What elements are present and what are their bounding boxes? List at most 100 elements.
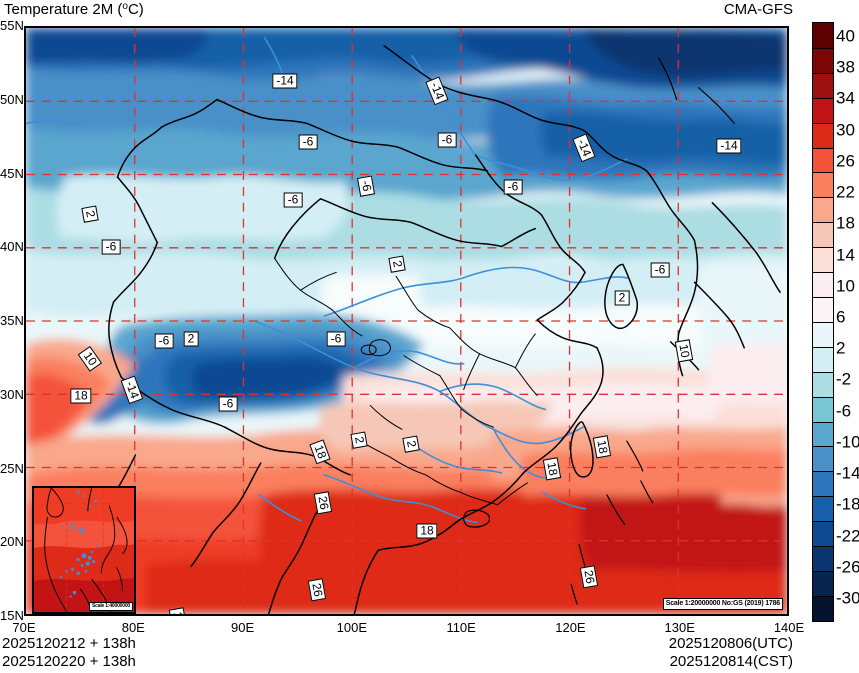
colorbar-tick: 34 [836, 88, 855, 108]
contour-label: 2 [402, 435, 420, 453]
latitude-label: 30N [0, 386, 24, 402]
page-title-unit: C) [127, 1, 144, 18]
colorbar-segment [813, 23, 833, 48]
colorbar-segment [813, 546, 833, 571]
valid-time-utc: 2025120806(UTC) [668, 635, 793, 652]
colorbar-tick: -18 [836, 494, 859, 514]
contour-label: -6 [437, 132, 457, 148]
longitude-label: 70E [12, 620, 36, 635]
latitude-label: 55N [0, 18, 24, 33]
colorbar-tick-labels: 40 38 34 30 26 22 18 14 10 6 2 -2 -6 -10 -14 -18 -22 -26 -… [836, 22, 859, 622]
map-frame[interactable]: -14 -14 -6 -6 -14 -14 -6 -6 -6 2 -6 2 -6 2 -6 2 -6 10 10 -1… [24, 26, 789, 616]
rivers [26, 37, 630, 524]
inset-graticule [34, 488, 134, 612]
longitude-label: 100E [336, 620, 368, 635]
contour-label: -6 [326, 331, 346, 347]
contour-label: 2 [388, 255, 406, 273]
footer-valid-times: 2025120806(UTC) 2025120814(CST) [669, 635, 793, 671]
contour-label: -6 [298, 134, 318, 150]
init-time-line-2: 2025120220 + 138h [2, 653, 136, 670]
page-title-text: Temperature 2M ( [4, 1, 123, 18]
init-time-line-1: 2025120212 + 138h [2, 635, 136, 652]
colorbar-tick: 14 [836, 245, 855, 265]
colorbar-segment [813, 521, 833, 547]
colorbar-segment [813, 321, 833, 347]
colorbar-tick: 6 [836, 307, 846, 327]
colorbar-segment [813, 396, 833, 422]
colorbar-segment [813, 446, 833, 472]
latitude-label: 40N [0, 239, 24, 255]
colorbar-segment [813, 595, 833, 621]
colorbar-segment [813, 421, 833, 447]
colorbar-tick: -2 [836, 369, 852, 389]
contour-label: -6 [356, 175, 376, 197]
colorbar-segment [813, 122, 833, 148]
degree-symbol: o [122, 1, 128, 12]
latitude-label: 15N [0, 608, 24, 623]
longitude-label: 80E [121, 620, 145, 635]
colorbar-segment [813, 97, 833, 123]
colorbar-segment [813, 247, 833, 273]
colorbar-segment [813, 47, 833, 73]
contour-label: -6 [650, 262, 670, 278]
latitude-label: 35N [0, 313, 24, 328]
colorbar-segment [813, 272, 833, 297]
colorbar[interactable] [812, 22, 834, 622]
colorbar-segment [813, 147, 833, 173]
contour-label: 2 [183, 331, 199, 347]
temperature-field [26, 28, 787, 614]
longitude-label: 140E [773, 620, 805, 635]
inset-scale-label: Scale 1:40000000 [89, 602, 133, 611]
latitude-label: 25N [0, 460, 24, 476]
inset-svg [34, 488, 134, 612]
contour-label: -6 [283, 192, 303, 208]
colorbar-tick: 40 [836, 26, 855, 46]
contour-label: -6 [101, 239, 121, 255]
colorbar-tick: 10 [836, 276, 855, 296]
colorbar-tick: 22 [836, 182, 855, 202]
colorbar-segment [813, 471, 833, 497]
south-china-sea-inset[interactable]: Scale 1:40000000 [32, 486, 136, 614]
colorbar-segment [813, 570, 833, 596]
colorbar-tick: -14 [836, 463, 859, 483]
colorbar-tick: 26 [836, 151, 855, 171]
colorbar-tick: 2 [836, 338, 846, 358]
contour-label: -14 [716, 138, 742, 154]
page-title: Temperature 2M (oC) [4, 1, 144, 18]
colorbar-segment [813, 197, 833, 223]
colorbar-tick: -30 [836, 588, 859, 608]
colorbar-segment [813, 346, 833, 372]
colorbar-tick: -10 [836, 432, 859, 452]
contour-label: 2 [350, 431, 368, 449]
map-svg [26, 28, 787, 614]
colorbar-tick: -6 [836, 401, 852, 421]
map-canvas [26, 28, 787, 614]
longitude-label: 90E [230, 620, 255, 635]
colorbar-tick: 30 [836, 120, 855, 140]
footer-init-times: 2025120212 + 138h 2025120220 + 138h [2, 635, 136, 671]
latitude-label: 45N [0, 165, 24, 181]
colorbar-tick: 18 [836, 213, 855, 233]
latitude-label: 20N [0, 534, 24, 550]
colorbar-segment [813, 72, 833, 98]
contour-label: 18 [70, 388, 92, 404]
colorbar-tick: 38 [836, 57, 855, 77]
valid-time-cst: 2025120814(CST) [669, 653, 793, 670]
model-label: CMA-GFS [723, 1, 793, 18]
colorbar-tick: -22 [836, 526, 859, 546]
latitude-label: 50N [0, 91, 24, 107]
contour-label: -6 [218, 396, 238, 412]
contour-label: -6 [503, 179, 523, 195]
colorbar-segment [813, 496, 833, 522]
contour-label: -14 [272, 73, 298, 89]
longitude-label: 130E [664, 620, 695, 635]
contour-label: -6 [154, 333, 174, 349]
contour-label: 2 [81, 205, 99, 223]
contour-label: 2 [614, 290, 630, 306]
colorbar-tick: -26 [836, 557, 859, 577]
inset-islands [59, 490, 99, 598]
map-scale-label: Scale 1:20000000 No:GS (2019) 1786 [662, 598, 783, 610]
longitude-label: 120E [555, 620, 586, 635]
colorbar-segment [813, 222, 833, 248]
